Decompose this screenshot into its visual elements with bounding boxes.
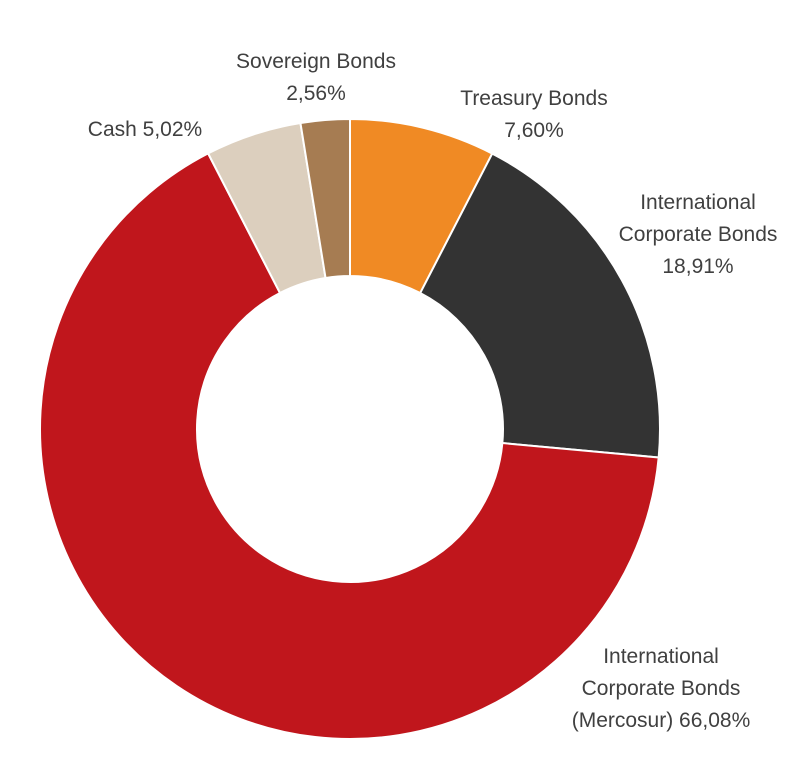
slice-label-line: International <box>603 645 719 668</box>
slice-label-sovereign-bonds: Sovereign Bonds 2,56% <box>236 50 396 105</box>
slice-label-line: Corporate Bonds <box>582 677 741 700</box>
slice-international-corporate-bonds <box>418 152 662 459</box>
slice-label-line: 2,56% <box>286 82 346 105</box>
slice-label-line: 7,60% <box>504 119 564 142</box>
slice-sovereign-bonds <box>299 117 351 280</box>
slice-label-line: Cash 5,02% <box>88 118 202 141</box>
slice-label-international-corporate-bonds-mercosur: International Corporate Bonds (Mercosur) 6… <box>572 645 751 732</box>
slice-label-line: (Mercosur) 66,08% <box>572 709 751 732</box>
slice-label-line: Corporate Bonds <box>619 223 778 246</box>
slice-international-corporate-bonds-mercosur <box>39 152 660 740</box>
slice-label-line: 18,91% <box>662 255 733 278</box>
slice-label-line: International <box>640 191 756 214</box>
slice-label-line: Sovereign Bonds <box>236 50 396 73</box>
slice-label-international-corporate-bonds: International Corporate Bonds 18,91% <box>619 191 778 278</box>
slice-label-treasury-bonds: Treasury Bonds 7,60% <box>460 87 607 142</box>
slices-layer <box>39 117 662 740</box>
labels-layer: Treasury Bonds 7,60% International Corporat… <box>88 50 778 732</box>
slice-label-cash: Cash 5,02% <box>88 118 202 141</box>
slice-label-line: Treasury Bonds <box>460 87 607 110</box>
